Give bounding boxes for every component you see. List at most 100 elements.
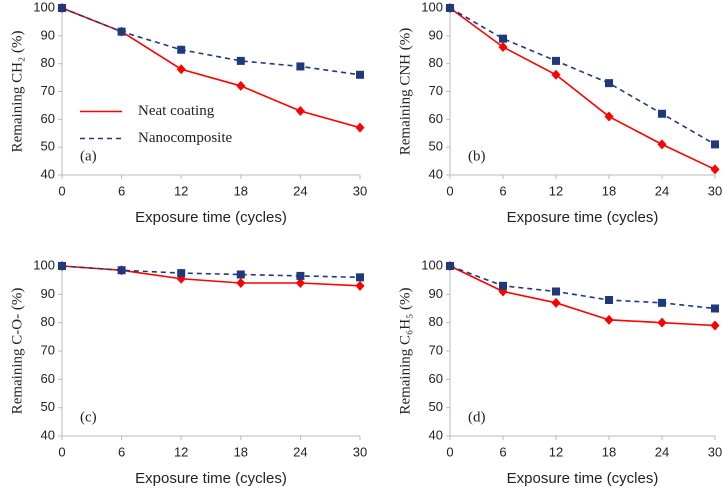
- y-tick-label: 60: [429, 371, 443, 386]
- y-tick-label: 70: [429, 83, 443, 98]
- marker: [355, 122, 365, 133]
- y-tick-label: 70: [41, 83, 55, 98]
- x-axis-label: Exposure time (cycles): [135, 209, 287, 226]
- marker: [236, 278, 246, 288]
- marker: [605, 296, 613, 304]
- y-axis-label: Remaining CH₂ (%): [9, 31, 25, 153]
- marker: [236, 270, 245, 279]
- marker: [552, 287, 560, 296]
- y-tick-label: 40: [429, 427, 443, 442]
- marker: [711, 140, 719, 149]
- y-tick-label: 100: [33, 0, 55, 14]
- marker: [710, 320, 720, 331]
- marker: [604, 314, 614, 325]
- x-axis-label: Exposure time (cycles): [507, 209, 659, 226]
- y-tick-label: 90: [41, 27, 55, 42]
- marker: [446, 4, 454, 12]
- x-tick-label: 30: [353, 183, 367, 198]
- marker: [58, 4, 66, 12]
- marker: [236, 56, 245, 65]
- series-line: [61, 265, 361, 279]
- y-axis-label: Remaining C-O- (%): [9, 288, 25, 415]
- panel-label: (d): [468, 409, 486, 425]
- panel-label: (a): [80, 148, 97, 164]
- marker: [604, 111, 614, 122]
- x-tick-label: 24: [655, 183, 669, 198]
- series-line: [449, 7, 716, 146]
- y-tick-label: 100: [421, 257, 443, 272]
- series-line: [449, 7, 716, 171]
- y-tick-label: 60: [41, 371, 55, 386]
- x-tick-label: 24: [293, 444, 307, 459]
- marker: [117, 266, 126, 275]
- x-tick-label: 12: [174, 444, 188, 459]
- marker: [356, 70, 364, 79]
- marker: [551, 297, 561, 308]
- y-tick-label: 50: [429, 399, 443, 414]
- x-tick-label: 24: [293, 183, 307, 198]
- y-tick-label: 50: [41, 399, 55, 414]
- x-tick-label: 6: [118, 444, 125, 459]
- marker: [117, 27, 126, 36]
- marker: [176, 64, 186, 75]
- marker: [710, 164, 720, 175]
- y-tick-label: 60: [41, 111, 55, 126]
- y-tick-label: 90: [429, 27, 443, 42]
- marker: [658, 109, 666, 118]
- marker: [177, 45, 186, 54]
- y-tick-label: 80: [41, 314, 55, 329]
- marker: [499, 281, 507, 290]
- marker: [177, 269, 186, 278]
- x-tick-label: 24: [655, 444, 669, 459]
- x-tick-label: 12: [174, 183, 188, 198]
- x-tick-label: 18: [602, 444, 616, 459]
- y-tick-label: 70: [429, 342, 443, 357]
- marker: [236, 80, 246, 91]
- y-tick-label: 50: [41, 139, 55, 154]
- x-tick-label: 0: [58, 183, 65, 198]
- x-tick-label: 0: [58, 444, 65, 459]
- y-tick-label: 40: [429, 166, 443, 181]
- y-tick-label: 90: [41, 286, 55, 301]
- marker: [58, 262, 66, 270]
- x-tick-label: 6: [499, 444, 506, 459]
- y-tick-label: 40: [41, 166, 55, 181]
- y-tick-label: 40: [41, 427, 55, 442]
- legend-label: Nanocomposite: [138, 130, 232, 146]
- x-tick-label: 30: [708, 444, 722, 459]
- marker: [498, 41, 508, 52]
- y-tick-label: 80: [41, 55, 55, 70]
- marker: [658, 298, 666, 307]
- x-tick-label: 0: [446, 444, 453, 459]
- x-tick-label: 18: [234, 444, 248, 459]
- marker: [356, 273, 364, 282]
- x-tick-label: 6: [499, 183, 506, 198]
- y-tick-label: 90: [429, 286, 443, 301]
- marker: [296, 271, 305, 280]
- marker: [552, 56, 560, 65]
- series-line: [449, 265, 716, 310]
- x-tick-label: 12: [549, 444, 563, 459]
- y-tick-label: 60: [429, 111, 443, 126]
- marker: [296, 62, 305, 71]
- marker: [711, 304, 719, 313]
- y-tick-label: 100: [33, 257, 55, 272]
- y-tick-label: 50: [429, 139, 443, 154]
- panel-label: (c): [80, 409, 97, 425]
- x-tick-label: 18: [234, 183, 248, 198]
- x-axis-label: Exposure time (cycles): [507, 470, 659, 487]
- y-tick-label: 80: [429, 314, 443, 329]
- x-tick-label: 30: [708, 183, 722, 198]
- x-tick-label: 6: [118, 183, 125, 198]
- x-tick-label: 30: [353, 444, 367, 459]
- series-line: [61, 7, 361, 76]
- y-tick-label: 70: [41, 342, 55, 357]
- x-axis-label: Exposure time (cycles): [135, 470, 287, 487]
- marker: [551, 69, 561, 80]
- series-line: [449, 265, 716, 327]
- legend-label: Neat coating: [138, 103, 215, 119]
- y-tick-label: 80: [429, 55, 443, 70]
- marker: [295, 105, 305, 116]
- y-axis-label: Remaining CNH (%): [397, 28, 413, 155]
